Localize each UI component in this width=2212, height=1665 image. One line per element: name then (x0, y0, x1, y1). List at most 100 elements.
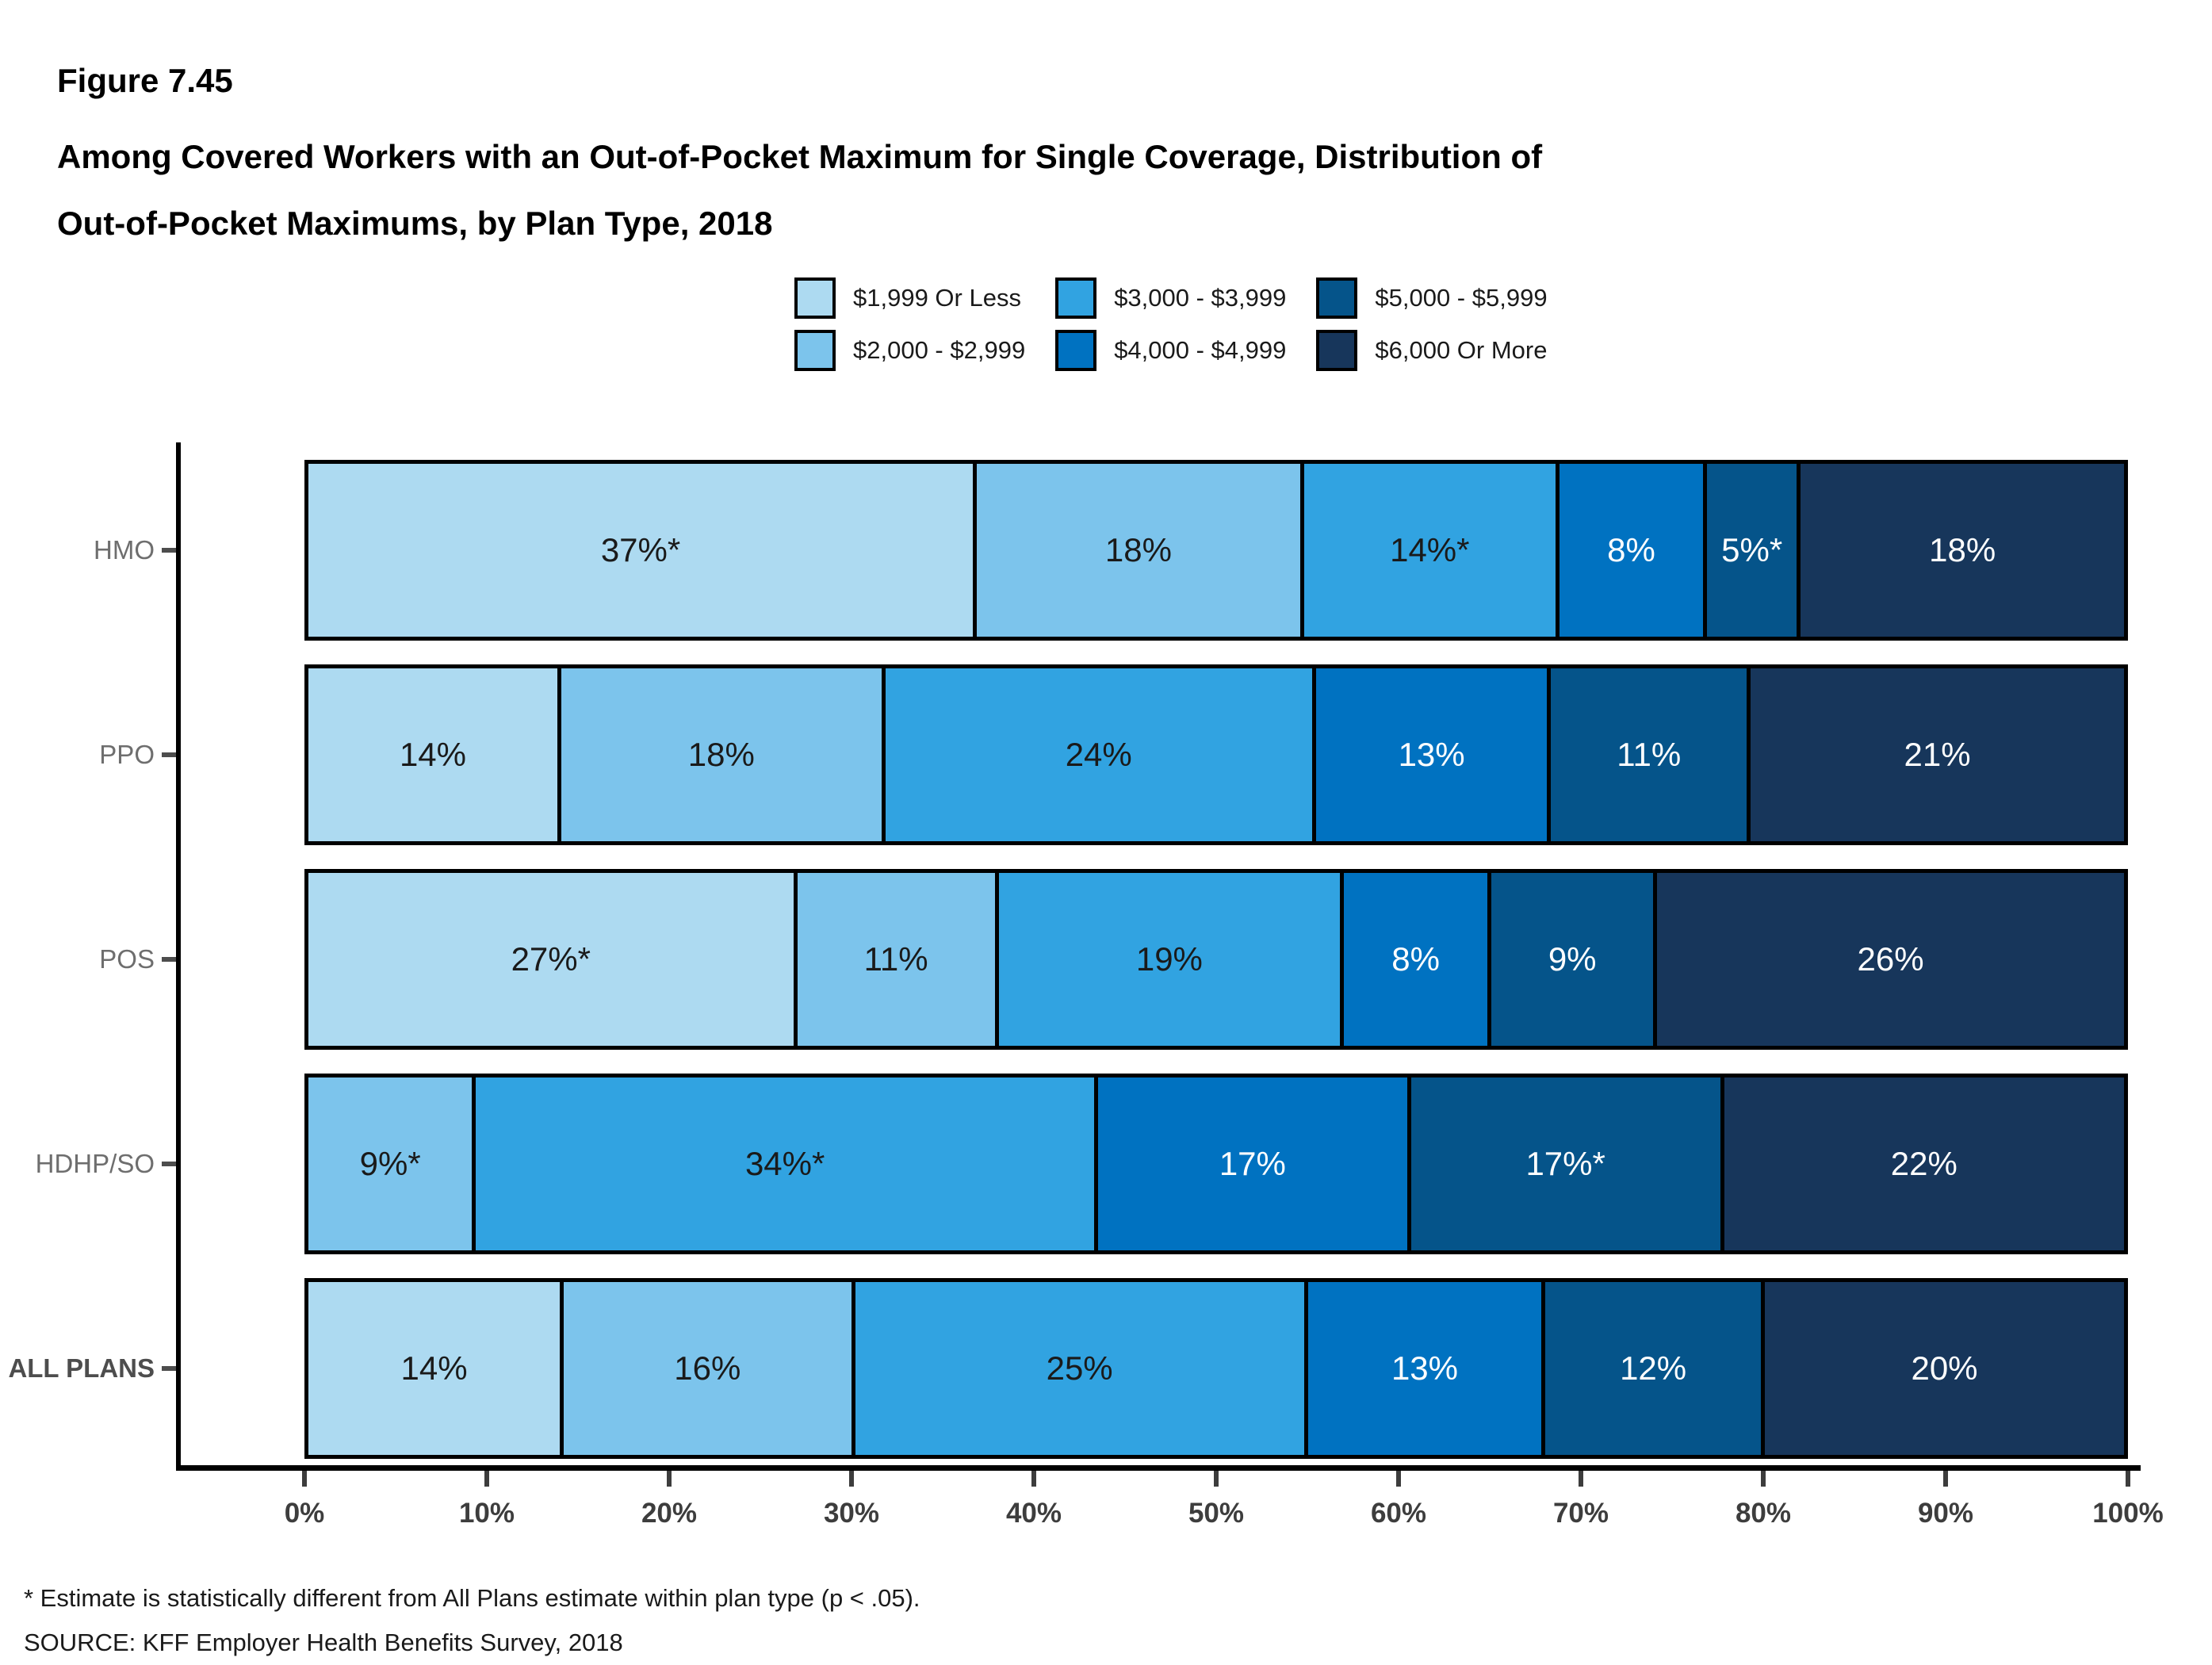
bar-segment-value: 11% (1617, 736, 1682, 773)
bar-row: 14% 18% 24% 13% 11% 21% (181, 653, 2128, 857)
bar-segment-value: 18% (687, 736, 755, 773)
bar-segment-value: 26% (1857, 940, 1924, 978)
bar-segment: 27%* (308, 873, 794, 1046)
bar-segment-value: 24% (1065, 736, 1132, 773)
bar-segment: 11% (1547, 668, 1747, 841)
bar-segment-value: 14% (400, 1349, 468, 1387)
bar-segment-value: 12% (1620, 1349, 1687, 1387)
y-axis-line (176, 442, 181, 1471)
bar-segment: 17% (1093, 1077, 1407, 1250)
bar-segment: 9%* (308, 1077, 473, 1250)
legend-swatch-icon (1316, 330, 1358, 371)
bar-segment: 22% (1720, 1077, 2124, 1250)
legend-label: $1,999 Or Less (853, 284, 1021, 312)
x-axis-ticks: 0% 10% 20% 30% 40% 50% 60% 70% 80% 90% 100% (181, 1471, 2164, 1542)
bar-segment-value: 22% (1890, 1145, 1958, 1182)
x-axis-tick-mark (302, 1471, 307, 1487)
bar-segment: 18% (1797, 464, 2124, 637)
bar-segment-value: 9% (1548, 940, 1597, 978)
y-axis-label-row: ALL PLANS (0, 1266, 176, 1471)
footnote-asterisk: * Estimate is statistically different fr… (24, 1584, 920, 1612)
bar-segment-value: 16% (674, 1349, 741, 1387)
x-axis-tick-mark (849, 1471, 854, 1487)
bar-row: 27%* 11% 19% 8% 9% 26% (181, 857, 2128, 1062)
x-axis-tick-label: 90% (1917, 1498, 1974, 1529)
x-axis-tick-label: 20% (641, 1498, 698, 1529)
bar-segment-value: 21% (1904, 736, 1971, 773)
bar-segment-value: 5%* (1721, 531, 1783, 568)
stacked-bar-ppo: 14% 18% 24% 13% 11% 21% (304, 664, 2128, 845)
legend-item: $4,000 - $4,999 (1055, 330, 1286, 371)
y-axis-tick-mark (162, 1366, 176, 1371)
legend-swatch-icon (794, 330, 836, 371)
bar-segment-value: 11% (863, 940, 928, 978)
bar-segment-value: 8% (1391, 940, 1440, 978)
bar-segment-value: 14% (399, 736, 466, 773)
y-axis-tick-mark (162, 957, 176, 962)
legend-label: $2,000 - $2,999 (853, 336, 1026, 364)
bar-segment: 34%* (472, 1077, 1094, 1250)
bar-segment: 25% (851, 1282, 1304, 1455)
x-axis-tick-mark (667, 1471, 672, 1487)
legend-swatch-icon (1316, 278, 1358, 319)
chart-legend: $1,999 Or Less $2,000 - $2,999 $3,000 - $3… (794, 278, 1548, 371)
bar-segment: 20% (1761, 1282, 2124, 1455)
y-axis-label: PPO (99, 740, 155, 769)
bar-segment: 17%* (1406, 1077, 1720, 1250)
bar-row: 14% 16% 25% 13% 12% 20% (181, 1266, 2128, 1471)
x-axis-tick-label: 70% (1552, 1498, 1609, 1529)
x-axis-tick-label: 0% (284, 1498, 325, 1529)
legend-label: $6,000 Or More (1375, 336, 1548, 364)
y-axis-label-row: PPO (0, 653, 176, 857)
bar-segment: 14% (308, 668, 557, 841)
y-axis-label-row: HMO (0, 448, 176, 653)
bar-segment: 14%* (1299, 464, 1556, 637)
y-axis-labels: HMO PPO POS HDHP/SO ALL PLANS (0, 448, 176, 1471)
legend-swatch-icon (1055, 330, 1097, 371)
legend-item: $1,999 Or Less (794, 278, 1025, 319)
legend-item: $3,000 - $3,999 (1055, 278, 1286, 319)
y-axis-tick-mark (162, 752, 176, 757)
x-axis-tick-mark (1396, 1471, 1401, 1487)
y-axis-label: HMO (94, 535, 155, 565)
x-axis-tick-mark (1214, 1471, 1219, 1487)
bar-row: 37%* 18% 14%* 8% 5%* 18% (181, 448, 2128, 653)
x-axis-tick-label: 100% (2092, 1498, 2164, 1529)
figure-title-line1: Among Covered Workers with an Out-of-Poc… (57, 138, 1543, 175)
legend-label: $5,000 - $5,999 (1375, 284, 1548, 312)
x-axis-tick-label: 30% (823, 1498, 880, 1529)
bar-segment-value: 13% (1391, 1349, 1458, 1387)
stacked-bar-hmo: 37%* 18% 14%* 8% 5%* 18% (304, 460, 2128, 641)
footnotes: * Estimate is statistically different fr… (24, 1576, 920, 1665)
legend-swatch-icon (1055, 278, 1097, 319)
bar-segment: 8% (1340, 873, 1488, 1046)
stacked-bar-hdhp-so: 9%* 34%* 17% 17%* 22% (304, 1074, 2128, 1254)
legend-item: $2,000 - $2,999 (794, 330, 1025, 371)
bar-segment: 14% (308, 1282, 561, 1455)
figure-number: Figure 7.45 (57, 62, 233, 99)
bar-segment: 8% (1555, 464, 1704, 637)
stacked-bars: 37%* 18% 14%* 8% 5%* 18% 14% 18% 24% 13% 11% 21% 27%… (181, 448, 2128, 1471)
legend-item: $6,000 Or More (1316, 330, 1547, 371)
x-axis-tick-label: 50% (1188, 1498, 1245, 1529)
bar-segment-value: 27%* (511, 940, 591, 978)
bar-segment: 37%* (308, 464, 974, 637)
x-axis-tick-mark (1943, 1471, 1948, 1487)
bar-segment-value: 17%* (1525, 1145, 1605, 1182)
figure-header: Figure 7.45 Among Covered Workers with a… (57, 62, 1542, 257)
legend-item: $5,000 - $5,999 (1316, 278, 1548, 319)
bar-segment: 19% (994, 873, 1341, 1046)
y-axis-tick-mark (162, 548, 176, 553)
y-axis-label: HDHP/SO (35, 1149, 155, 1178)
bar-segment: 12% (1541, 1282, 1761, 1455)
legend-swatch-icon (794, 278, 836, 319)
legend-label: $3,000 - $3,999 (1114, 284, 1287, 312)
bar-segment-value: 13% (1398, 736, 1465, 773)
x-axis-tick-label: 10% (458, 1498, 515, 1529)
x-axis-tick-label: 80% (1735, 1498, 1792, 1529)
footnote-source: SOURCE: KFF Employer Health Benefits Sur… (24, 1629, 623, 1656)
figure-title-line2: Out-of-Pocket Maximums, by Plan Type, 20… (57, 205, 773, 242)
bar-segment-value: 9%* (359, 1145, 421, 1182)
bar-segment-value: 14%* (1390, 531, 1470, 568)
bar-segment-value: 18% (1929, 531, 1996, 568)
